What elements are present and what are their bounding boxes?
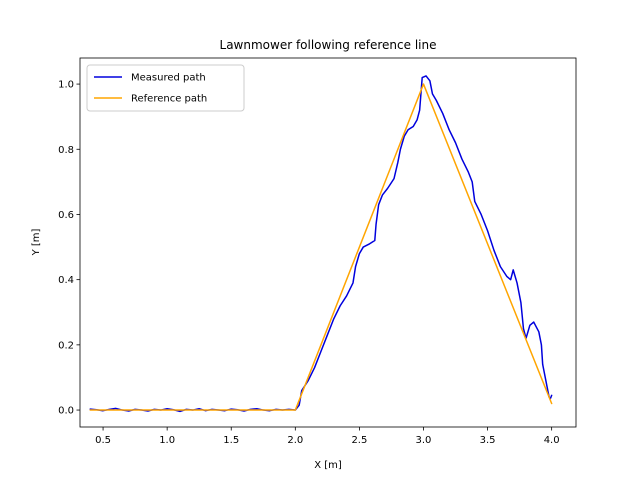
x-tick-label: 4.0 [544,435,560,446]
x-axis-title: X [m] [314,460,342,471]
x-tick-label: 3.0 [416,435,432,446]
legend-box [86,64,245,112]
legend-label: Measured path [131,73,206,84]
y-tick-label: 0.2 [58,340,74,351]
y-tick-label: 1.0 [58,80,74,91]
x-tick-label: 2.5 [351,435,367,446]
chart-title: Lawnmower following reference line [220,38,437,52]
y-tick-label: 0.8 [58,145,74,156]
y-tick-label: 0.0 [58,406,74,417]
x-tick-label: 3.5 [480,435,496,446]
series-line-reference-path [89,83,553,411]
axes-frame [79,57,577,428]
y-tick-label: 0.4 [58,275,74,286]
x-tick-label: 2.0 [287,435,303,446]
x-tick-label: 1.0 [159,435,175,446]
plot-area: 0.5 1.0 1.5 2.0 2.5 3.0 3.5 4.0 0.0 0.2 0.4 0.6 0.8 1… [58,57,577,446]
legend-label: Reference path [131,94,207,105]
x-tick-label: 1.5 [223,435,239,446]
y-axis-title: Y [m] [31,228,42,256]
legend: Measured path Reference path [86,64,245,112]
x-tick-label: 0.5 [95,435,111,446]
y-tick-label: 0.6 [58,210,74,221]
